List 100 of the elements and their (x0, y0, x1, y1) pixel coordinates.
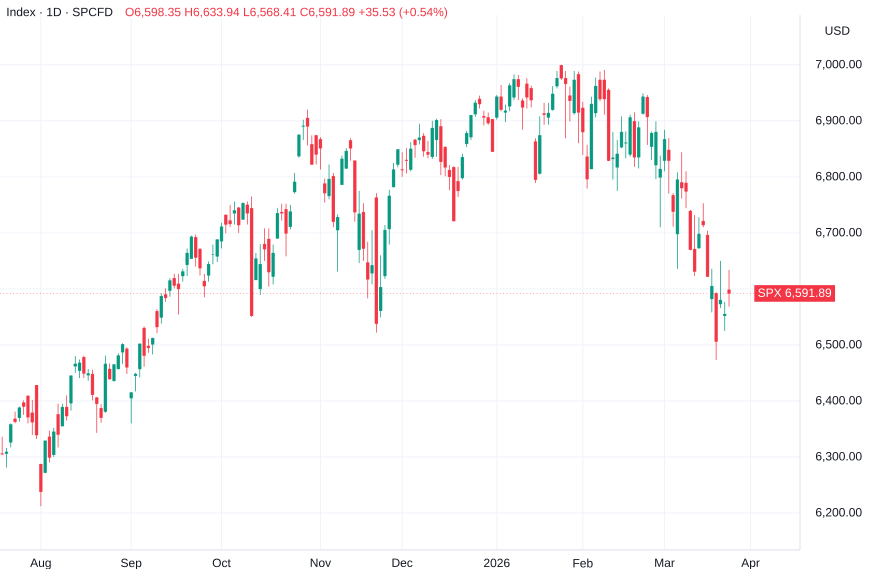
candlestick (48, 430, 52, 463)
candlestick (302, 119, 305, 140)
candlestick (396, 149, 400, 168)
candlestick (478, 95, 482, 109)
ref-line-label: SPX 6,591.89 (758, 288, 832, 298)
y-tick-label: 6,300.00 (816, 452, 862, 462)
candlestick (99, 404, 103, 424)
candlestick (568, 86, 572, 122)
y-tick-label: 6,400.00 (816, 396, 862, 406)
candlestick (392, 162, 396, 188)
candlestick (499, 84, 503, 112)
candlestick (297, 134, 301, 158)
candlestick (508, 82, 512, 112)
y-tick-label: 6,900.00 (816, 116, 862, 126)
y-tick-label: 6,500.00 (816, 340, 862, 350)
candlestick (0, 436, 4, 456)
candlestick (241, 202, 245, 220)
candlestick (598, 71, 602, 102)
candlestick (504, 104, 507, 122)
candlestick (90, 369, 94, 401)
candlestick (546, 102, 550, 126)
candlestick (327, 164, 331, 200)
y-tick-label: 7,000.00 (816, 60, 862, 70)
candlestick (413, 138, 417, 158)
x-tick-label: Dec (392, 558, 413, 568)
chart-title: Index · 1D · SPCFD (7, 7, 112, 16)
x-tick-label: 2026 (484, 558, 510, 568)
x-tick-label: Feb (573, 558, 593, 568)
candlestick (585, 144, 589, 189)
candlestick (323, 178, 326, 203)
x-tick-label: Apr (741, 558, 760, 569)
candlestick (723, 301, 726, 332)
candlestick (348, 138, 352, 161)
candlestick (228, 204, 232, 228)
candlestick (551, 86, 554, 112)
candlestick (293, 172, 296, 194)
candlestick (78, 359, 82, 378)
x-tick-label: Oct (212, 558, 231, 568)
candlestick (155, 308, 159, 334)
candlestick (56, 403, 60, 448)
candlestick (4, 448, 8, 468)
candlestick (697, 216, 701, 250)
candlestick (336, 214, 340, 272)
candlestick (168, 278, 172, 298)
candlestick (404, 148, 408, 174)
candlestick (172, 273, 176, 289)
candlestick (134, 372, 138, 392)
candlestick (120, 342, 124, 364)
candlestick (130, 392, 133, 424)
candlestick (434, 118, 438, 158)
candlestick (525, 78, 529, 109)
candlestick (306, 109, 310, 146)
candlestick (194, 234, 198, 267)
candlestick (13, 411, 17, 424)
candlestick (18, 406, 21, 422)
candlestick (232, 201, 236, 225)
candlestick (516, 74, 520, 100)
candlestick (672, 192, 675, 228)
candlestick (65, 394, 68, 421)
candlestick (469, 114, 473, 140)
candlestick (520, 98, 524, 130)
candlestick (662, 129, 666, 172)
candlestick (108, 363, 112, 380)
candlestick (702, 202, 705, 228)
candlestick (379, 254, 382, 318)
candlestick (409, 142, 412, 172)
candlestick (181, 268, 184, 282)
y-tick-label: 6,800.00 (816, 172, 862, 182)
candlestick (460, 154, 464, 180)
y-axis-title: USD (826, 26, 850, 35)
candlestick (318, 136, 322, 170)
candlestick (370, 230, 374, 285)
candlestick (542, 102, 546, 126)
candlestick (26, 394, 30, 424)
x-tick-label: Nov (310, 558, 332, 568)
x-tick-label: Aug (30, 558, 51, 569)
candlestick (658, 155, 662, 228)
candlestick (86, 368, 90, 382)
candlestick (474, 100, 477, 118)
candlestick (95, 396, 98, 434)
candlestick (60, 403, 64, 427)
candlestick (151, 337, 154, 355)
candlestick (400, 152, 404, 178)
candlestick (206, 261, 210, 282)
y-tick-label: 6,200.00 (816, 508, 862, 518)
candlestick (718, 260, 722, 308)
candlestick (288, 204, 292, 230)
candlestick (82, 355, 86, 378)
candlestick (641, 93, 645, 116)
candlestick (52, 427, 56, 458)
candlestick (646, 94, 649, 146)
x-tick-label: Mar (655, 558, 675, 568)
candlestick (710, 268, 714, 313)
candlestick (272, 244, 275, 285)
candlestick (9, 422, 12, 448)
candlestick (418, 123, 421, 145)
candlestick (684, 170, 688, 209)
candlestick (160, 293, 163, 324)
candlestick (426, 140, 430, 159)
candlestick (667, 138, 670, 194)
